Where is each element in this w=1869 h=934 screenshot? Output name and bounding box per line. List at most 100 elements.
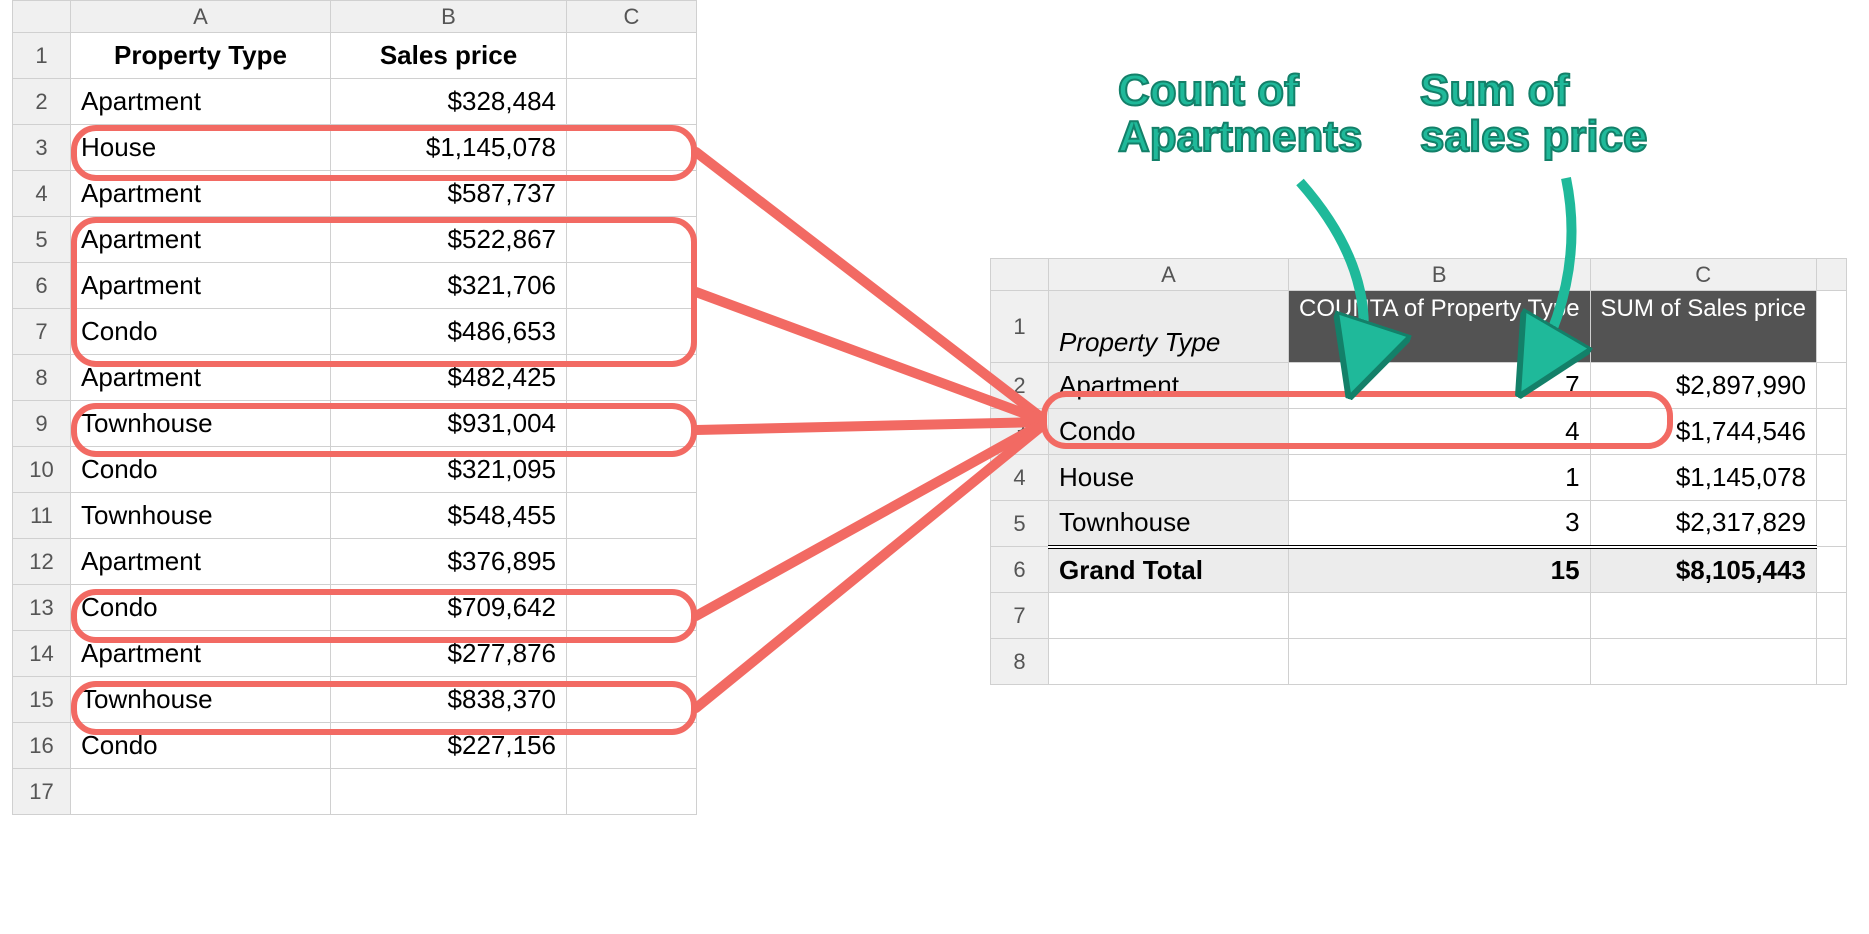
pivot-cell-sum[interactable]: $1,744,546	[1590, 409, 1816, 455]
cell[interactable]	[1289, 639, 1591, 685]
col-header-B[interactable]: B	[1289, 259, 1591, 291]
row-header[interactable]: 3	[991, 409, 1049, 455]
cell[interactable]	[567, 539, 697, 585]
row-header-1[interactable]: 1	[991, 291, 1049, 363]
cell[interactable]	[567, 355, 697, 401]
row-header[interactable]: 14	[13, 631, 71, 677]
col-header-A[interactable]: A	[71, 1, 331, 33]
col-header-B[interactable]: B	[331, 1, 567, 33]
cell[interactable]: $931,004	[331, 401, 567, 447]
cell[interactable]: Townhouse	[71, 677, 331, 723]
row-header[interactable]: 7	[13, 309, 71, 355]
row-header[interactable]: 5	[13, 217, 71, 263]
cell[interactable]: $1,145,078	[331, 125, 567, 171]
cell[interactable]	[567, 125, 697, 171]
row-header-1[interactable]: 1	[13, 33, 71, 79]
row-header[interactable]: 8	[13, 355, 71, 401]
pivot-grand-sum[interactable]: $8,105,443	[1590, 547, 1816, 593]
cell[interactable]: $522,867	[331, 217, 567, 263]
row-header[interactable]: 13	[13, 585, 71, 631]
cell[interactable]: Apartment	[71, 631, 331, 677]
cell[interactable]	[331, 769, 567, 815]
cell[interactable]: Apartment	[71, 263, 331, 309]
cell[interactable]	[567, 171, 697, 217]
cell[interactable]: $709,642	[331, 585, 567, 631]
cell[interactable]: $227,156	[331, 723, 567, 769]
cell[interactable]: Apartment	[71, 539, 331, 585]
pivot-row-label-header[interactable]: Property Type	[1049, 291, 1289, 363]
cell[interactable]: $321,095	[331, 447, 567, 493]
cell[interactable]	[1590, 593, 1816, 639]
cell[interactable]	[1816, 363, 1846, 409]
col-header-C[interactable]: C	[567, 1, 697, 33]
cell[interactable]	[567, 493, 697, 539]
cell[interactable]: $548,455	[331, 493, 567, 539]
cell[interactable]: Condo	[71, 585, 331, 631]
col-header-A[interactable]: A	[1049, 259, 1289, 291]
cell[interactable]: $328,484	[331, 79, 567, 125]
cell[interactable]	[1816, 501, 1846, 547]
cell[interactable]	[1816, 455, 1846, 501]
pivot-grand-label[interactable]: Grand Total	[1049, 547, 1289, 593]
pivot-col-header-count[interactable]: COUNTA of Property Type	[1289, 291, 1591, 363]
cell[interactable]: Townhouse	[71, 493, 331, 539]
row-header[interactable]: 8	[991, 639, 1049, 685]
cell[interactable]	[567, 769, 697, 815]
cell[interactable]: $587,737	[331, 171, 567, 217]
cell[interactable]	[567, 217, 697, 263]
row-header[interactable]: 7	[991, 593, 1049, 639]
cell[interactable]	[567, 309, 697, 355]
cell[interactable]	[1816, 639, 1846, 685]
cell[interactable]	[567, 677, 697, 723]
pivot-grand-count[interactable]: 15	[1289, 547, 1591, 593]
cell[interactable]: $277,876	[331, 631, 567, 677]
cell[interactable]: $321,706	[331, 263, 567, 309]
pivot-col-header-sum[interactable]: SUM of Sales price	[1590, 291, 1816, 363]
cell[interactable]: $838,370	[331, 677, 567, 723]
pivot-cell-count[interactable]: 4	[1289, 409, 1591, 455]
cell[interactable]: $482,425	[331, 355, 567, 401]
pivot-cell-count[interactable]: 3	[1289, 501, 1591, 547]
row-header[interactable]: 12	[13, 539, 71, 585]
cell[interactable]	[1816, 291, 1846, 363]
cell[interactable]	[567, 585, 697, 631]
col-header-C[interactable]: C	[1590, 259, 1816, 291]
cell[interactable]	[1049, 639, 1289, 685]
cell[interactable]	[1289, 593, 1591, 639]
cell[interactable]	[71, 769, 331, 815]
cell[interactable]: Apartment	[71, 171, 331, 217]
cell[interactable]	[567, 631, 697, 677]
row-header[interactable]: 2	[991, 363, 1049, 409]
row-header[interactable]: 3	[13, 125, 71, 171]
row-header[interactable]: 2	[13, 79, 71, 125]
pivot-row-label[interactable]: Apartment	[1049, 363, 1289, 409]
row-header[interactable]: 11	[13, 493, 71, 539]
row-header[interactable]: 4	[991, 455, 1049, 501]
cell[interactable]: Condo	[71, 447, 331, 493]
cell[interactable]	[567, 79, 697, 125]
pivot-cell-sum[interactable]: $2,317,829	[1590, 501, 1816, 547]
cell[interactable]	[567, 263, 697, 309]
header-property-type[interactable]: Property Type	[71, 33, 331, 79]
cell[interactable]: Apartment	[71, 79, 331, 125]
cell[interactable]	[1049, 593, 1289, 639]
cell-C1[interactable]	[567, 33, 697, 79]
cell[interactable]: $486,653	[331, 309, 567, 355]
cell[interactable]: House	[71, 125, 331, 171]
row-header[interactable]: 6	[13, 263, 71, 309]
row-header[interactable]: 17	[13, 769, 71, 815]
pivot-cell-count[interactable]: 7	[1289, 363, 1591, 409]
pivot-cell-sum[interactable]: $2,897,990	[1590, 363, 1816, 409]
row-header[interactable]: 16	[13, 723, 71, 769]
header-sales-price[interactable]: Sales price	[331, 33, 567, 79]
col-header-D[interactable]	[1816, 259, 1846, 291]
row-header[interactable]: 9	[13, 401, 71, 447]
cell[interactable]: Apartment	[71, 355, 331, 401]
pivot-row-label[interactable]: Townhouse	[1049, 501, 1289, 547]
pivot-row-label[interactable]: Condo	[1049, 409, 1289, 455]
row-header[interactable]: 4	[13, 171, 71, 217]
cell[interactable]: Townhouse	[71, 401, 331, 447]
cell[interactable]: Apartment	[71, 217, 331, 263]
cell[interactable]: Condo	[71, 309, 331, 355]
cell[interactable]	[1816, 593, 1846, 639]
